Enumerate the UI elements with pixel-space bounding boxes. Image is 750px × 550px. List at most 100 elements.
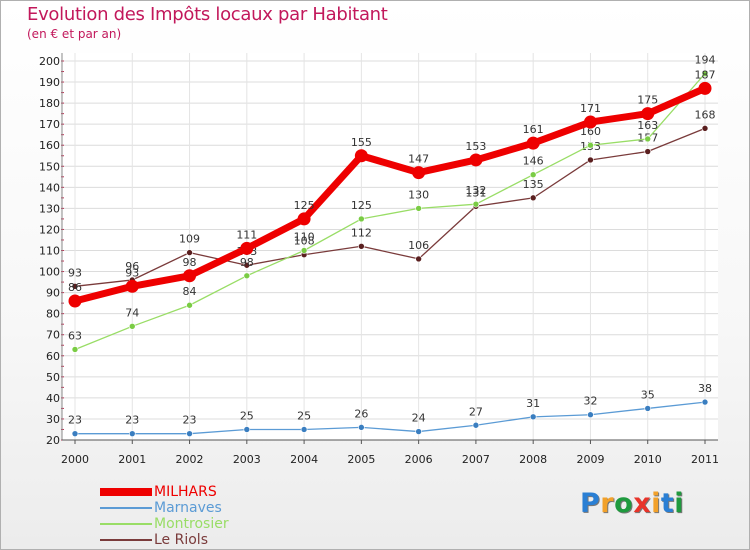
y-tick-label: 180 — [39, 97, 60, 110]
y-tick-label: 90 — [46, 287, 60, 300]
y-tick-label: 190 — [39, 76, 60, 89]
series-line-marnaves — [74, 401, 706, 435]
data-label-milhars: 153 — [465, 140, 486, 153]
data-label-montrosier: 98 — [240, 256, 254, 269]
data-point-milhars — [68, 294, 82, 308]
data-point-montrosier — [644, 135, 652, 143]
x-tick-label: 2010 — [634, 453, 662, 466]
x-tick-label: 2007 — [462, 453, 490, 466]
logo-letter: o — [614, 488, 634, 519]
y-tick-label: 20 — [46, 434, 60, 447]
data-point-marnaves — [587, 411, 594, 419]
data-point-marnaves — [71, 430, 79, 437]
data-point-marnaves — [644, 405, 652, 412]
data-label-marnaves: 38 — [698, 382, 712, 395]
y-tick-label: 170 — [39, 118, 60, 131]
data-label-marnaves: 23 — [125, 414, 139, 427]
data-point-milhars — [297, 212, 311, 226]
data-point-milhars — [469, 153, 483, 167]
plot-area — [62, 53, 718, 440]
data-point-milhars — [240, 241, 254, 255]
chart-subtitle: (en € et par an) — [27, 27, 122, 41]
legend-label: Montrosier — [154, 516, 229, 532]
y-tick-label: 40 — [46, 392, 60, 405]
proxiti-logo: Proxiti — [580, 488, 684, 519]
x-tick-label: 2000 — [61, 453, 89, 466]
legend-label: MILHARS — [154, 484, 217, 500]
data-point-marnaves — [358, 424, 365, 431]
data-label-le-riols: 135 — [523, 178, 544, 191]
y-tick-label: 70 — [46, 329, 60, 342]
data-label-le-riols: 108 — [294, 235, 315, 248]
legend-swatch — [100, 488, 152, 496]
data-label-montrosier: 130 — [408, 188, 429, 201]
y-tick-label: 80 — [46, 308, 60, 321]
data-point-montrosier — [529, 171, 537, 178]
data-label-milhars: 98 — [183, 256, 197, 269]
logo-letter: t — [660, 488, 675, 519]
data-point-milhars — [125, 279, 139, 293]
data-label-marnaves: 31 — [526, 397, 540, 410]
y-tick-label: 200 — [39, 55, 60, 68]
data-point-montrosier — [243, 272, 251, 280]
logo-letter: i — [674, 488, 685, 519]
data-label-le-riols: 109 — [179, 233, 200, 246]
data-label-milhars: 111 — [236, 228, 257, 241]
data-label-montrosier: 125 — [351, 199, 372, 212]
data-label-montrosier: 132 — [465, 184, 486, 197]
data-label-montrosier: 84 — [183, 285, 197, 298]
data-label-marnaves: 32 — [583, 395, 597, 408]
data-point-milhars — [183, 269, 197, 283]
data-point-milhars — [526, 136, 540, 150]
data-label-marnaves: 27 — [469, 405, 483, 418]
data-point-le-riols — [701, 125, 709, 132]
data-label-montrosier: 160 — [580, 125, 601, 138]
x-tick-label: 2011 — [691, 453, 719, 466]
data-point-montrosier — [300, 247, 308, 254]
data-point-montrosier — [472, 200, 480, 208]
series-line-montrosier — [74, 72, 706, 351]
x-tick-label: 2001 — [118, 453, 146, 466]
data-label-marnaves: 26 — [354, 407, 368, 420]
y-tick-label: 110 — [39, 245, 60, 258]
y-tick-label: 130 — [39, 202, 60, 215]
data-point-marnaves — [186, 430, 193, 437]
data-label-milhars: 125 — [294, 199, 315, 212]
data-point-le-riols — [644, 148, 652, 155]
data-label-marnaves: 25 — [297, 409, 311, 422]
data-point-le-riols — [186, 249, 193, 256]
y-tick-label: 150 — [39, 160, 60, 173]
data-point-marnaves — [529, 413, 537, 421]
data-point-montrosier — [701, 70, 709, 77]
data-point-le-riols — [243, 261, 251, 269]
data-point-marnaves — [701, 398, 709, 406]
data-label-le-riols: 131 — [465, 186, 486, 199]
logo-letter: x — [633, 488, 652, 519]
data-label-marnaves: 24 — [412, 412, 426, 425]
data-label-milhars: 147 — [408, 153, 429, 166]
data-label-milhars: 93 — [125, 266, 139, 279]
data-point-le-riols — [358, 242, 365, 250]
logo-letter: i — [651, 488, 661, 519]
legend-swatch — [100, 507, 152, 509]
data-point-le-riols — [71, 282, 79, 290]
chart-title: Evolution des Impôts locaux par Habitant — [27, 4, 388, 25]
legend-swatch — [100, 539, 152, 541]
data-label-montrosier: 110 — [294, 231, 315, 244]
data-label-milhars: 86 — [68, 281, 82, 294]
data-point-montrosier — [71, 346, 79, 353]
y-tick-label: 140 — [39, 181, 60, 194]
data-label-le-riols: 96 — [125, 260, 139, 273]
data-point-milhars — [354, 149, 368, 163]
x-tick-label: 2004 — [290, 453, 318, 466]
data-label-milhars: 171 — [580, 102, 601, 115]
data-point-milhars — [412, 166, 426, 180]
x-tick-label: 2005 — [347, 453, 375, 466]
y-tick-label: 120 — [39, 223, 60, 236]
data-point-marnaves — [128, 430, 136, 437]
logo-letter: P — [580, 488, 601, 519]
data-label-montrosier: 194 — [695, 54, 716, 67]
data-label-le-riols: 93 — [68, 266, 82, 279]
data-label-montrosier: 163 — [637, 119, 658, 132]
data-label-le-riols: 168 — [695, 108, 716, 121]
